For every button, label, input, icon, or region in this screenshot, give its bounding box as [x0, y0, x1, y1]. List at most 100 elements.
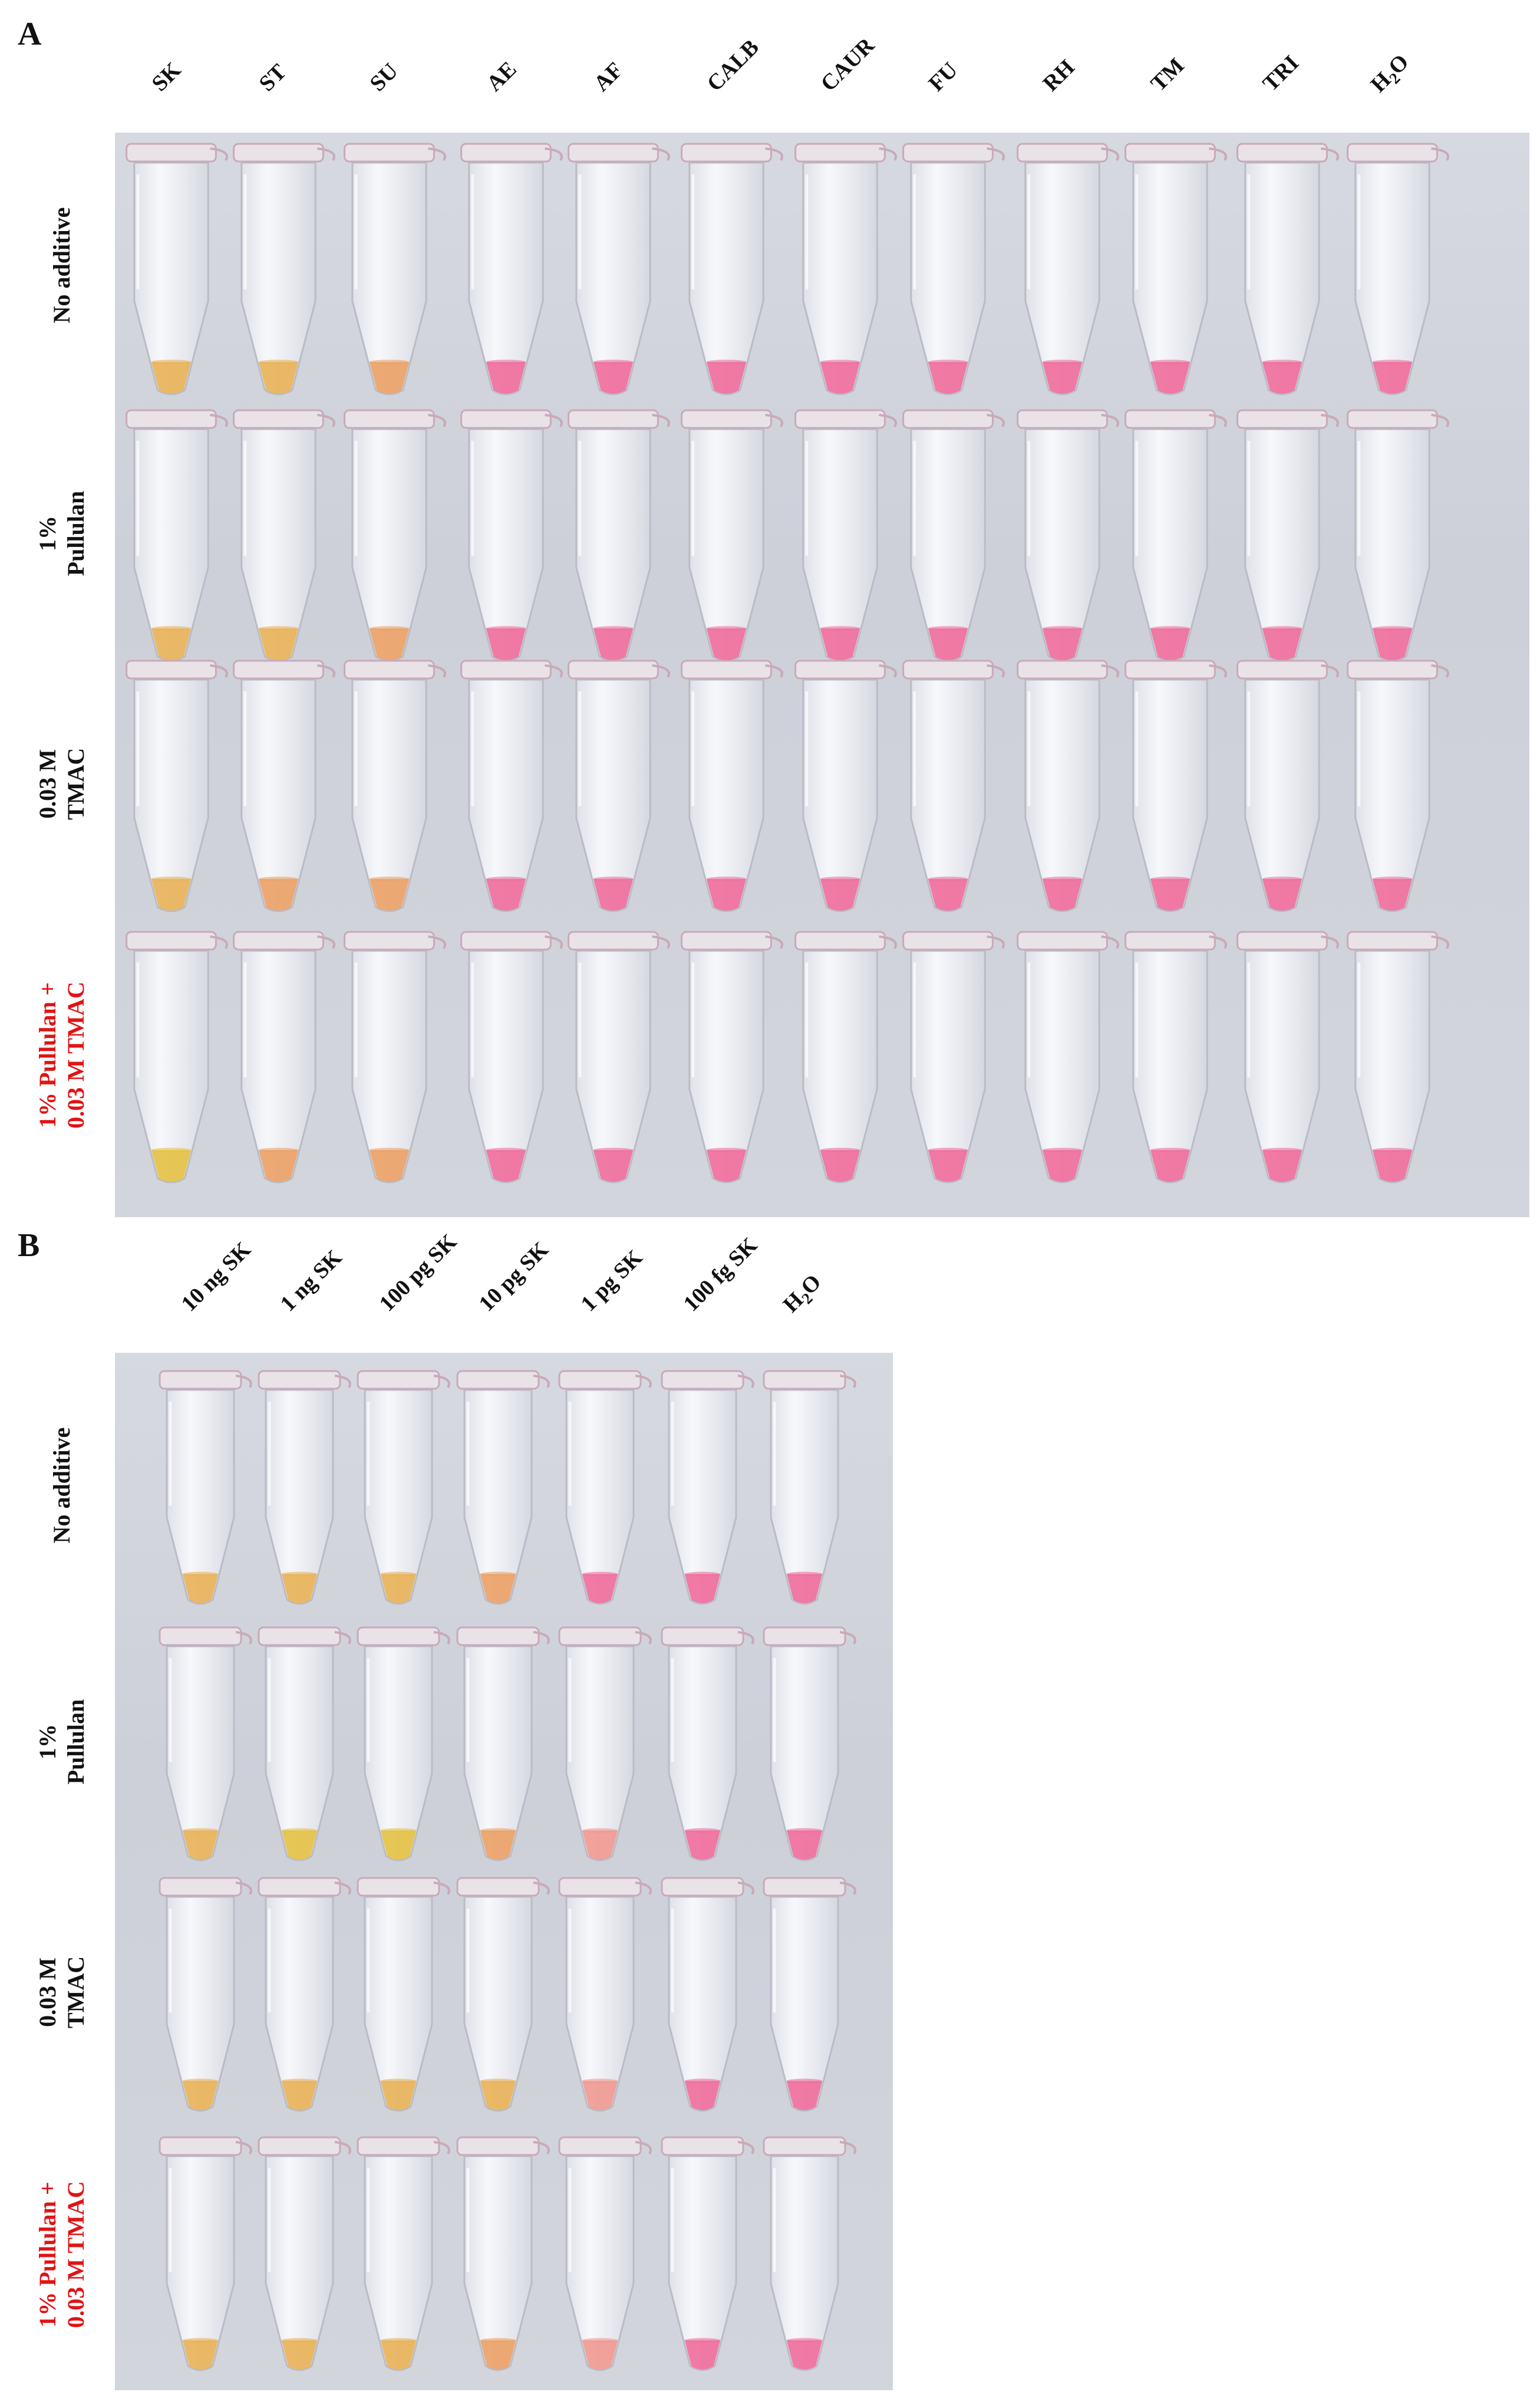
pcr-tube: [760, 1367, 856, 1609]
row-label-line2: Pullulan: [62, 1699, 89, 1785]
pcr-tube: [658, 1367, 754, 1609]
pcr-tube: [1014, 928, 1119, 1188]
pcr-tube: [1344, 928, 1449, 1188]
pcr-tube: [341, 928, 446, 1188]
pcr-tube: [1344, 657, 1449, 917]
pcr-tube: [457, 140, 563, 400]
pcr-tube: [678, 140, 783, 400]
pcr-tube: [354, 2134, 450, 2375]
pcr-tube: [123, 657, 228, 917]
pcr-tube: [454, 1874, 550, 2116]
pcr-tube: [565, 140, 670, 400]
pcr-tube: [678, 657, 783, 917]
pcr-tube: [230, 140, 335, 400]
pcr-tube: [899, 407, 1005, 666]
pcr-tube: [658, 1874, 754, 2116]
pcr-tube: [230, 407, 335, 666]
column-label: TRI: [1258, 50, 1304, 97]
pcr-tube: [760, 1874, 856, 2116]
column-label: 100 pg SK: [374, 1229, 462, 1317]
row-label: 0.03 M TMAC: [34, 1956, 90, 2028]
pcr-tube: [760, 2134, 856, 2375]
pcr-tube: [255, 1367, 351, 1609]
pcr-tube: [792, 928, 897, 1188]
column-label: 10 pg SK: [474, 1237, 553, 1317]
pcr-tube: [1234, 928, 1339, 1188]
pcr-tube: [156, 2134, 252, 2375]
column-label: SU: [365, 58, 403, 97]
pcr-tube: [156, 1874, 252, 2116]
pcr-tube: [454, 1624, 550, 1866]
column-label: 10 ng SK: [176, 1237, 256, 1317]
pcr-tube: [457, 657, 563, 917]
pcr-tube: [123, 407, 228, 666]
row-label: 1% Pullulan: [34, 1699, 90, 1785]
pcr-tube: [255, 1874, 351, 2116]
pcr-tube: [156, 1624, 252, 1866]
pcr-tube: [678, 407, 783, 666]
pcr-tube: [658, 2134, 754, 2375]
pcr-tube: [1234, 407, 1339, 666]
pcr-tube: [354, 1874, 450, 2116]
pcr-tube: [230, 928, 335, 1188]
pcr-tube: [760, 1624, 856, 1866]
row-label-line2: 0.03 M TMAC: [62, 2181, 89, 2328]
pcr-tube: [792, 407, 897, 666]
column-label: CAUR: [816, 32, 879, 97]
pcr-tube: [123, 140, 228, 400]
row-label-line1: 1% Pullulan +: [34, 2181, 61, 2328]
pcr-tube: [255, 2134, 351, 2375]
pcr-tube: [899, 140, 1005, 400]
row-label-line1: 1%: [34, 516, 61, 552]
pcr-tube: [454, 1367, 550, 1609]
pcr-tube: [1014, 140, 1119, 400]
pcr-tube: [156, 1367, 252, 1609]
pcr-tube: [556, 1367, 652, 1609]
row-label: 1% Pullulan: [34, 491, 90, 576]
pcr-tube: [1122, 140, 1227, 400]
column-label: H2O: [1366, 50, 1414, 97]
row-label: No additive: [48, 207, 76, 324]
pcr-tube: [678, 928, 783, 1188]
column-label: 100 fg SK: [678, 1233, 763, 1317]
pcr-tube: [354, 1367, 450, 1609]
pcr-tube: [1014, 657, 1119, 917]
row-label: 1% Pullulan +0.03 M TMAC: [34, 981, 90, 1128]
pcr-tube: [457, 928, 563, 1188]
pcr-tube: [454, 2134, 550, 2375]
pcr-tube: [658, 1624, 754, 1866]
pcr-tube: [1344, 140, 1449, 400]
panel-a-letter: A: [18, 16, 42, 52]
panel-a-photo: [115, 133, 1529, 1217]
row-label-line2: TMAC: [62, 747, 89, 820]
row-label-line2: 0.03 M TMAC: [62, 981, 89, 1129]
pcr-tube: [556, 2134, 652, 2375]
pcr-tube: [1122, 657, 1227, 917]
row-label-line1: No additive: [48, 1427, 75, 1544]
column-label: CALB: [702, 34, 764, 97]
column-label: 1 ng SK: [275, 1245, 347, 1317]
pcr-tube: [457, 407, 563, 666]
pcr-tube: [341, 140, 446, 400]
column-label: SK: [147, 57, 186, 97]
column-label: FU: [924, 57, 963, 97]
panel-b-photo: [115, 1353, 893, 2390]
pcr-tube: [565, 657, 670, 917]
pcr-tube: [341, 657, 446, 917]
pcr-tube: [899, 928, 1005, 1188]
row-label: 0.03 M TMAC: [34, 748, 90, 820]
pcr-tube: [899, 657, 1005, 917]
column-label: H2O: [778, 1270, 826, 1317]
row-label: No additive: [48, 1428, 76, 1544]
column-label: AF: [589, 57, 628, 97]
pcr-tube: [1122, 407, 1227, 666]
column-label: TM: [1146, 53, 1189, 97]
row-label-line1: 1% Pullulan +: [34, 982, 61, 1128]
column-label: RH: [1038, 55, 1080, 97]
pcr-tube: [255, 1624, 351, 1866]
pcr-tube: [1234, 140, 1339, 400]
column-label: 1 pg SK: [576, 1245, 648, 1317]
pcr-tube: [556, 1624, 652, 1866]
panel-b-letter: B: [18, 1227, 40, 1264]
row-label-line1: 0.03 M: [34, 749, 61, 819]
